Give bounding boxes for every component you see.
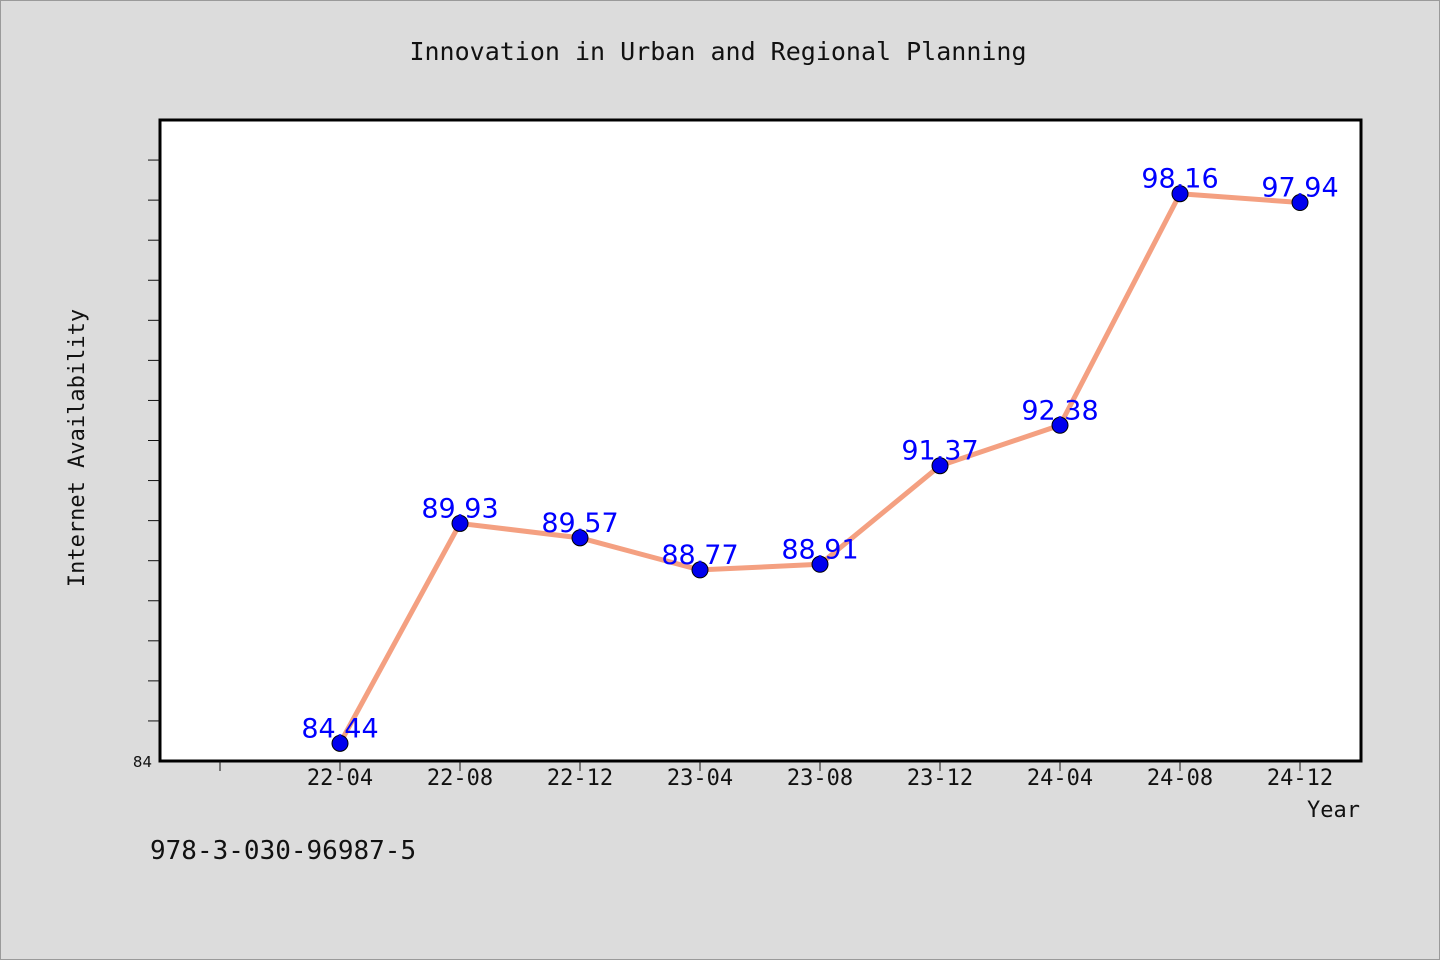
data-point xyxy=(1171,185,1189,203)
data-label: 91.37 xyxy=(901,436,978,467)
x-tick-label: 22-12 xyxy=(547,766,613,791)
chart-title: Innovation in Urban and Regional Plannin… xyxy=(409,37,1026,66)
data-point xyxy=(931,457,949,475)
x-tick-label: 23-04 xyxy=(667,766,733,791)
x-tick-label: 24-08 xyxy=(1147,766,1213,791)
x-tick-label: 23-08 xyxy=(787,766,853,791)
x-tick-label: 23-12 xyxy=(907,766,973,791)
data-point xyxy=(1291,194,1309,212)
y-axis-ticks: 84 xyxy=(133,159,160,771)
data-point xyxy=(571,529,589,547)
data-point xyxy=(1051,416,1069,434)
x-tick-label: 24-12 xyxy=(1267,766,1333,791)
data-point xyxy=(331,734,349,752)
data-label: 97.94 xyxy=(1261,173,1338,204)
data-label: 89.93 xyxy=(421,493,498,524)
y-tick-label: 84 xyxy=(133,753,152,771)
data-label: 88.91 xyxy=(781,534,858,565)
data-label: 88.77 xyxy=(661,540,738,571)
data-label: 98.16 xyxy=(1141,164,1218,195)
data-label: 84.44 xyxy=(301,713,378,744)
y-axis-title: Internet Availability xyxy=(65,309,90,587)
data-point xyxy=(691,561,709,579)
data-label-layer: 84.44 89.93 89.57 88.77 88.91 91.37 92.38 98.16… xyxy=(301,164,1338,745)
plot-area xyxy=(158,118,1363,763)
data-label: 89.57 xyxy=(541,508,618,539)
isbn-text: 978-3-030-96987-5 xyxy=(150,836,417,866)
data-label: 92.38 xyxy=(1021,395,1098,426)
x-axis-title: Year xyxy=(1307,798,1360,823)
x-tick-label: 22-04 xyxy=(307,766,373,791)
x-tick-label: 24-04 xyxy=(1027,766,1093,791)
data-point xyxy=(811,555,829,573)
x-axis-ticks: 22-04 22-08 22-12 23-04 23-08 23-12 24-04 24-08… xyxy=(219,761,1333,791)
x-tick-label: 22-08 xyxy=(427,766,493,791)
data-point xyxy=(451,514,469,532)
series-layer xyxy=(331,185,1309,752)
